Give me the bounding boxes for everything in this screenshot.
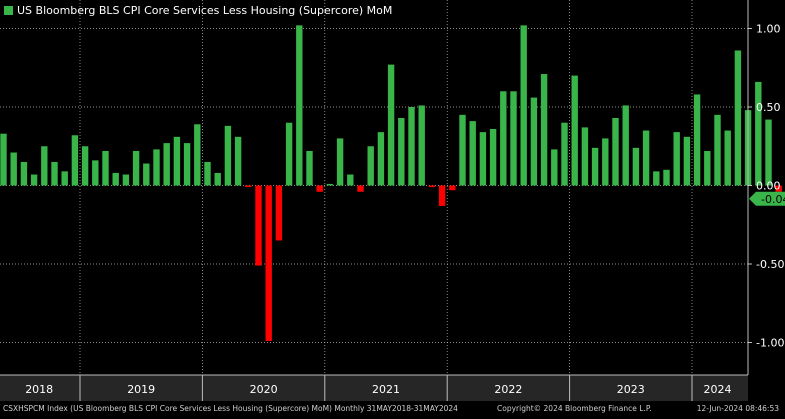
bar [245, 185, 252, 188]
bar [551, 149, 558, 186]
bar [71, 135, 79, 186]
bar [653, 171, 660, 186]
bar [642, 130, 650, 186]
bar [143, 163, 150, 186]
bar [438, 185, 446, 206]
bar [663, 169, 670, 186]
bar [173, 136, 181, 186]
bar [61, 171, 68, 186]
bar [347, 174, 354, 186]
bar [693, 94, 701, 186]
x-tick-label: 2023 [617, 383, 645, 396]
bar [275, 185, 283, 241]
bar [387, 64, 395, 186]
bar [398, 117, 405, 186]
bar [632, 147, 640, 186]
bar [408, 107, 415, 186]
bar [602, 138, 609, 186]
bar [612, 117, 619, 186]
bar [204, 161, 211, 186]
footer-timestamp: 12-Jun-2024 08:46:53 [696, 404, 779, 413]
bar [265, 185, 272, 341]
bar [755, 81, 762, 186]
bar [469, 121, 476, 186]
bar [765, 119, 772, 186]
bar [479, 132, 487, 186]
bar [683, 136, 691, 186]
bar [418, 105, 425, 186]
chart-svg: 1.00 0.50 0.00 -0.50 -1.00 -0.04 2018 2019 2020 2… [0, 0, 785, 401]
bar [510, 91, 517, 186]
legend-swatch [4, 6, 13, 15]
bar [30, 174, 38, 186]
bar [285, 122, 293, 186]
bar [459, 114, 466, 186]
bar [775, 185, 782, 192]
x-tick-label: 2019 [127, 383, 155, 396]
bar [10, 152, 17, 186]
bar [714, 114, 721, 186]
bar [20, 161, 28, 186]
bar [500, 91, 507, 186]
chart-title: US Bloomberg BLS CPI Core Services Less … [17, 4, 393, 17]
bar [622, 105, 629, 186]
x-tick-label: 2021 [372, 383, 400, 396]
y-tick-label: 1.00 [756, 23, 781, 36]
bar [255, 185, 262, 266]
y-tick-label: -1.00 [756, 337, 784, 350]
bar [571, 75, 578, 186]
bar [561, 122, 568, 186]
bar [41, 146, 48, 186]
bar [520, 25, 527, 186]
bar [81, 146, 89, 186]
bar [194, 124, 201, 186]
bar [112, 172, 119, 186]
bar [336, 138, 344, 186]
bar [224, 125, 232, 186]
bar [122, 174, 130, 186]
bar [153, 149, 160, 186]
bar [377, 132, 385, 186]
x-tick-label: 2018 [25, 383, 53, 396]
chart-footer: CSXHSPCM Index (US Bloomberg BLS CPI Cor… [0, 401, 785, 419]
bar [734, 50, 742, 186]
footer-copyright: Copyright© 2024 Bloomberg Finance L.P. [497, 404, 652, 413]
bar [326, 183, 334, 186]
y-tick-label: 0.50 [756, 101, 781, 114]
bar [591, 147, 599, 186]
chart-legend: US Bloomberg BLS CPI Core Services Less … [4, 4, 392, 17]
last-value-label: -0.04 [761, 193, 785, 206]
bar [296, 25, 303, 186]
bar [102, 150, 109, 186]
x-axis-band [0, 375, 748, 401]
x-tick-label: 2024 [704, 383, 732, 396]
bar [163, 143, 170, 186]
bar [489, 128, 497, 186]
bar [449, 185, 456, 191]
bar [0, 133, 7, 186]
bar [704, 150, 711, 186]
bar [132, 150, 140, 186]
bar [316, 185, 323, 192]
bar [214, 172, 221, 186]
bar [540, 74, 548, 186]
bar [306, 150, 313, 186]
bar [234, 136, 242, 186]
bar [183, 143, 191, 186]
bar [92, 160, 99, 186]
bar [51, 161, 58, 186]
footer-source: CSXHSPCM Index (US Bloomberg BLS CPI Cor… [3, 404, 458, 413]
y-tick-label: 0.00 [756, 180, 781, 193]
last-value-tag [749, 191, 785, 206]
x-tick-label: 2022 [494, 383, 522, 396]
bar [724, 130, 731, 186]
x-tick-label: 2020 [250, 383, 278, 396]
bar [530, 97, 538, 186]
y-tick-label: -0.50 [756, 258, 784, 271]
bar [428, 185, 436, 188]
bar [357, 185, 364, 192]
bar [581, 127, 589, 186]
bar [367, 146, 374, 186]
bar [673, 132, 680, 186]
